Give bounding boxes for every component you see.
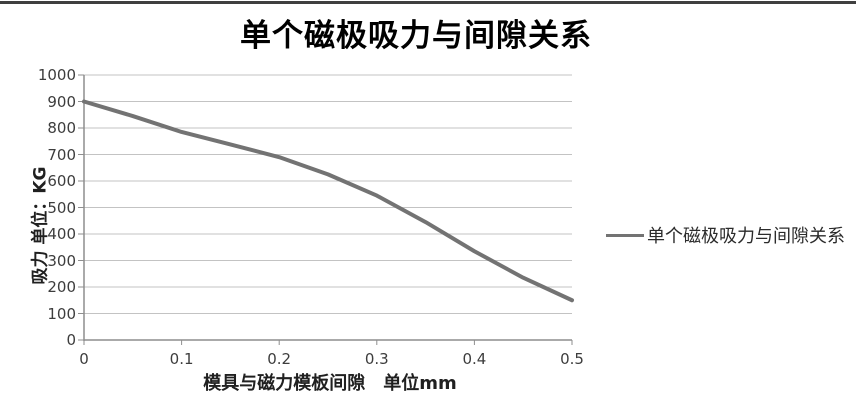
y-tick-label: 700 bbox=[47, 145, 76, 164]
legend-line-swatch bbox=[606, 233, 644, 237]
x-tick-label: 0.1 bbox=[169, 350, 194, 368]
y-tick-label: 500 bbox=[47, 198, 76, 217]
legend: 单个磁极吸力与间隙关系 bbox=[606, 222, 845, 248]
x-tick-label: 0.4 bbox=[462, 350, 487, 368]
y-axis-title: 吸力 单位：KG bbox=[30, 166, 51, 285]
y-tick-label: 600 bbox=[47, 172, 76, 190]
y-tick-label: 800 bbox=[47, 119, 76, 137]
x-tick-label: 0.3 bbox=[364, 350, 389, 368]
x-tick-label: 0.5 bbox=[560, 350, 584, 368]
y-tick-label: 200 bbox=[47, 278, 76, 296]
x-axis-title: 模具与磁力模板间隙 单位mm bbox=[203, 373, 457, 394]
y-tick-label: 900 bbox=[47, 92, 76, 111]
y-tick-label: 100 bbox=[47, 304, 76, 323]
y-tick-label: 1000 bbox=[37, 66, 76, 84]
x-tick-label: 0 bbox=[79, 350, 89, 368]
y-tick-label: 0 bbox=[66, 331, 76, 349]
y-tick-label: 400 bbox=[47, 225, 76, 243]
legend-label: 单个磁极吸力与间隙关系 bbox=[647, 226, 845, 247]
chart-title: 单个磁极吸力与间隙关系 bbox=[240, 18, 592, 54]
y-tick-label: 300 bbox=[47, 251, 76, 270]
top-border-line bbox=[0, 1, 856, 4]
x-tick-label: 0.2 bbox=[267, 350, 292, 368]
series-line bbox=[82, 99, 574, 303]
